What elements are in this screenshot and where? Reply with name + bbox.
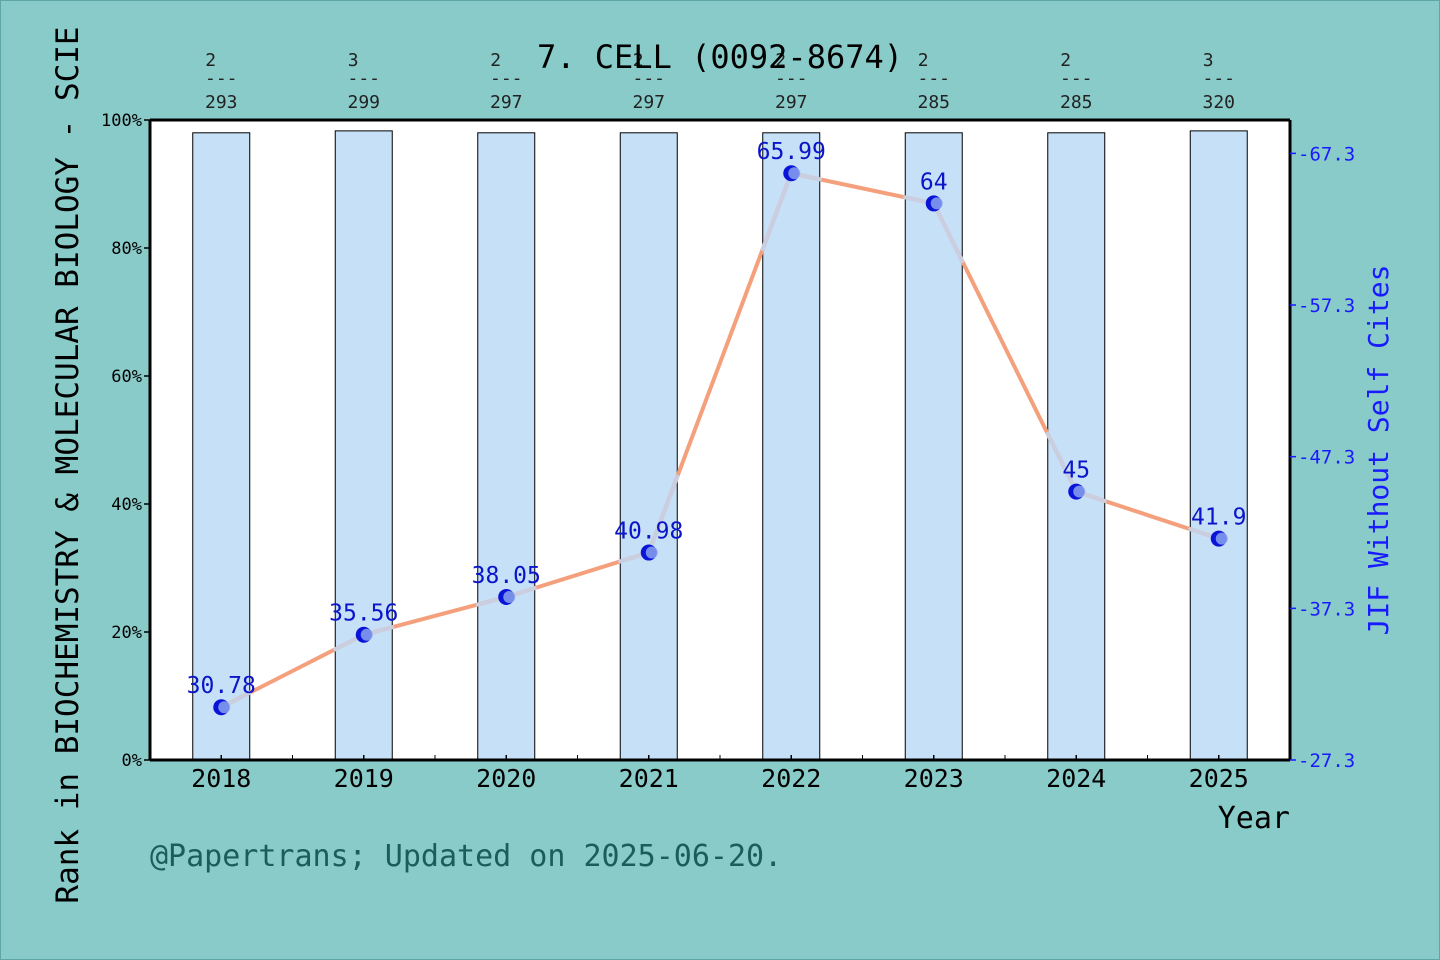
line-marker-highlight <box>1073 485 1086 498</box>
line-value-label: 45 <box>1062 458 1090 484</box>
line-value-label: 38.05 <box>472 563 541 589</box>
x-tick-label: 2021 <box>619 764 679 793</box>
plot-background <box>150 120 1290 760</box>
rank-numerator: 2 <box>205 50 216 71</box>
line-marker-highlight <box>360 628 373 641</box>
x-axis-label: Year <box>1218 801 1290 836</box>
line-marker-highlight <box>503 590 516 603</box>
y-axis-left-label: Rank in BIOCHEMISTRY & MOLECULAR BIOLOGY… <box>50 26 86 903</box>
line-value-label: 40.98 <box>614 519 683 545</box>
bar <box>334 130 393 761</box>
line-value-label: 64 <box>920 169 948 195</box>
rank-denominator: 293 <box>205 92 238 113</box>
y-axis-right-label: JIF Without Self Cites <box>1362 265 1395 636</box>
x-tick-label: 2024 <box>1046 764 1106 793</box>
rank-numerator: 2 <box>490 50 501 71</box>
x-tick-label: 2022 <box>761 764 821 793</box>
rank-numerator: 3 <box>1203 50 1214 71</box>
x-tick-label: 2020 <box>476 764 536 793</box>
y-right-tick-label: -67.3 <box>1298 143 1355 165</box>
rank-numerator: 3 <box>348 50 359 71</box>
y-right-tick-label: -57.3 <box>1298 295 1355 317</box>
y-left-tick-label: 60% <box>111 367 142 387</box>
rank-denominator: 299 <box>347 92 380 113</box>
line-value-label: 30.78 <box>187 673 256 699</box>
rank-denominator: 320 <box>1202 92 1235 113</box>
line-marker-highlight <box>218 701 231 714</box>
rank-divider: --- <box>205 68 238 89</box>
x-tick-label: 2018 <box>191 764 251 793</box>
y-right-tick-label: -47.3 <box>1298 447 1355 469</box>
line-segment-over-bar <box>931 201 965 264</box>
x-tick-label: 2019 <box>334 764 394 793</box>
bar <box>1047 132 1106 761</box>
rank-denominator: 285 <box>1060 92 1093 113</box>
rank-divider: --- <box>775 68 808 89</box>
rank-numerator: 2 <box>633 50 644 71</box>
line-marker-highlight <box>788 167 801 180</box>
rank-divider: --- <box>1202 68 1235 89</box>
rank-denominator: 285 <box>917 92 950 113</box>
y-right-tick-label: -27.3 <box>1298 750 1355 772</box>
line-segment-over-bar <box>760 171 794 252</box>
rank-numerator: 2 <box>918 50 929 71</box>
rank-numerator: 2 <box>1060 50 1071 71</box>
bar <box>1189 130 1248 761</box>
bar <box>619 132 678 761</box>
line-value-label: 65.99 <box>757 139 826 165</box>
rank-divider: --- <box>490 68 523 89</box>
line-value-label: 35.56 <box>329 601 398 627</box>
rank-divider: --- <box>347 68 380 89</box>
plot-area: 30.78 35.56 38.05 40.98 65.99 64 45 41.9 0% 20% 40… <box>101 50 1355 793</box>
line-segment-over-bar <box>1045 431 1079 494</box>
bar <box>904 132 963 761</box>
y-left-tick-label: 0% <box>122 751 142 771</box>
y-right-tick-label: -37.3 <box>1298 598 1355 620</box>
x-tick-label: 2023 <box>904 764 964 793</box>
x-tick-label: 2025 <box>1189 764 1249 793</box>
line-marker-highlight <box>930 197 943 210</box>
line-segment-over-bar <box>646 474 680 555</box>
line-marker-highlight <box>1215 532 1228 545</box>
rank-divider: --- <box>1060 68 1093 89</box>
rank-divider: --- <box>632 68 665 89</box>
chart-title: 7. CELL (0092-8674) <box>537 38 903 76</box>
bar <box>477 132 536 761</box>
line-marker-highlight <box>645 546 658 559</box>
rank-denominator: 297 <box>775 92 808 113</box>
rank-denominator: 297 <box>632 92 665 113</box>
y-left-tick-label: 40% <box>111 495 142 515</box>
line-value-label: 41.9 <box>1191 505 1246 531</box>
bar <box>192 132 251 761</box>
footer-credit: @Papertrans; Updated on 2025-06-20. <box>150 839 782 874</box>
rank-denominator: 297 <box>490 92 523 113</box>
rank-numerator: 2 <box>775 50 786 71</box>
rank-divider: --- <box>917 68 950 89</box>
y-left-tick-label: 100% <box>101 111 142 131</box>
y-left-tick-label: 20% <box>111 623 142 643</box>
bar <box>762 132 821 761</box>
y-left-tick-label: 80% <box>111 239 142 259</box>
